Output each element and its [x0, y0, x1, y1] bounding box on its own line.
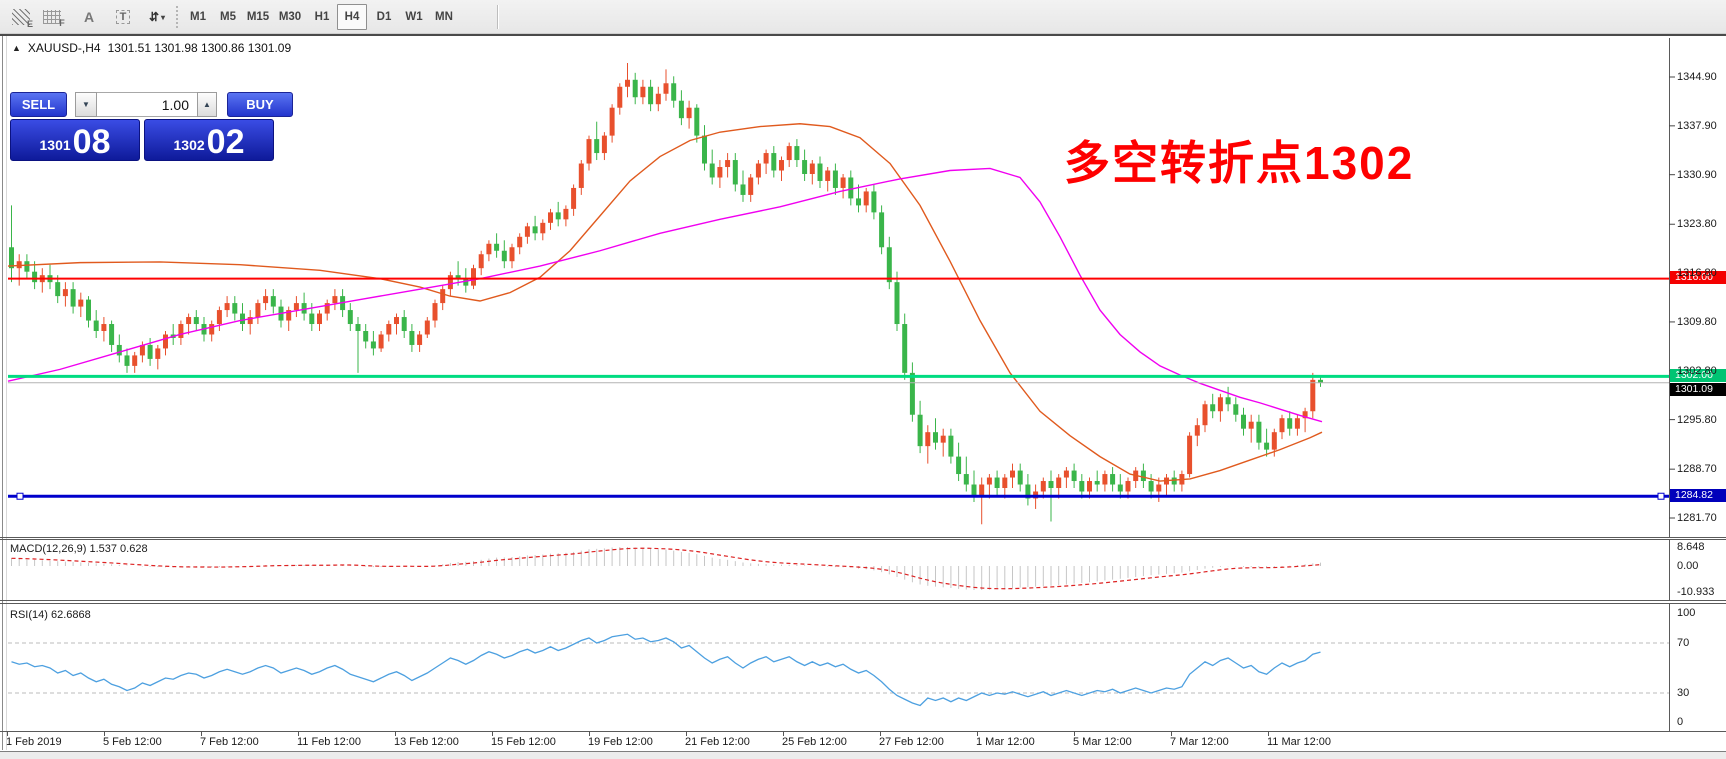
time-axis-tick	[104, 731, 105, 736]
chart-annotation-text: 多空转折点1302	[1064, 137, 1415, 189]
time-axis-label: 27 Feb 12:00	[879, 736, 944, 748]
time-axis-label: 7 Mar 12:00	[1170, 736, 1229, 748]
buy-button[interactable]: BUY	[227, 92, 293, 117]
rsi-axis-label: 100	[1677, 607, 1696, 619]
time-axis-tick	[395, 731, 396, 736]
dropdown-caret-icon: ▾	[161, 12, 166, 22]
sell-button[interactable]: SELL	[10, 92, 67, 117]
time-axis-tick	[298, 731, 299, 736]
toolbar: E F A T ⇵ ▾ M1 M5 M15 M30 H1 H4 D1 W1 MN	[0, 0, 1726, 34]
time-axis-label: 5 Mar 12:00	[1073, 736, 1132, 748]
time-axis-label: 7 Feb 12:00	[200, 736, 259, 748]
support-price-tag[interactable]: 1284.82	[1670, 489, 1726, 502]
price-axis-label: 1309.80	[1677, 315, 1717, 328]
macd-axis-label: 8.648	[1677, 541, 1705, 553]
time-axis-tick	[1074, 731, 1075, 736]
rsi-indicator-label: RSI(14) 62.6868	[10, 609, 91, 621]
rsi-axis-label: 30	[1677, 687, 1690, 699]
timeframe-button-m1[interactable]: M1	[190, 11, 206, 23]
window-frame-line-inner	[6, 36, 7, 750]
time-axis-label: 11 Feb 12:00	[297, 736, 362, 748]
time-axis-tick	[589, 731, 590, 736]
macd-indicator-label: MACD(12,26,9) 1.537 0.628	[10, 543, 148, 555]
timeframe-button-w1[interactable]: W1	[405, 11, 423, 23]
collapse-arrow-icon[interactable]: ▲	[12, 43, 21, 53]
price-axis-label: 1337.90	[1677, 119, 1717, 132]
price-axis-label: 1344.90	[1677, 71, 1717, 83]
price-axis-label: 1323.80	[1677, 218, 1717, 231]
time-axis-tick	[7, 731, 8, 736]
timeframe-button-m30[interactable]: M30	[278, 11, 302, 23]
buy-price-box[interactable]: 1302 02	[144, 119, 274, 161]
price-axis-label: 1281.70	[1677, 512, 1717, 524]
indicators-icon-glyph: E	[12, 9, 33, 29]
time-axis-tick	[201, 731, 202, 736]
time-axis-label: 19 Feb 12:00	[588, 736, 653, 748]
price-axis-label: 1288.70	[1677, 463, 1717, 476]
time-axis-label: 21 Feb 12:00	[685, 736, 750, 748]
timeframe-button-h4[interactable]: H4	[337, 4, 367, 30]
macd-axis-label: 0.00	[1677, 560, 1699, 572]
rsi-axis-label: 0	[1677, 716, 1684, 728]
grid-icon-glyph	[43, 10, 62, 24]
cursor-tool-icon[interactable]: ⇵ ▾	[148, 10, 166, 24]
indicators-icon[interactable]: E	[6, 4, 36, 30]
current-price-tag: 1301.09	[1670, 383, 1726, 396]
toolbar-separator	[497, 5, 498, 29]
time-axis-label: 13 Feb 12:00	[394, 736, 459, 748]
text-label-icon[interactable]: A	[83, 9, 95, 25]
macd-axis-label: -10.933	[1677, 586, 1715, 598]
time-axis-label: 11 Mar 12:00	[1267, 736, 1332, 748]
time-axis-label: 25 Feb 12:00	[782, 736, 847, 748]
sell-price-box[interactable]: 1301 08	[10, 119, 140, 161]
grid-icon[interactable]: F	[40, 4, 70, 30]
timeframe-button-m15[interactable]: M15	[246, 11, 270, 23]
time-axis-label: 5 Feb 12:00	[103, 736, 162, 748]
ohlc-quotes-label: 1301.51 1301.98 1300.86 1301.09	[107, 41, 292, 55]
buy-price-major: 1302	[173, 137, 205, 153]
chart-title: ▲ XAUUSD-,H4 1301.51 1301.98 1300.86 130…	[12, 41, 291, 55]
sell-price-major: 1301	[39, 137, 71, 153]
symbol-period-label: XAUUSD-,H4	[27, 41, 101, 55]
time-axis-tick	[977, 731, 978, 736]
time-axis-tick	[1268, 731, 1269, 736]
volume-input[interactable]	[97, 92, 197, 117]
price-axis-label: 1330.90	[1677, 168, 1717, 181]
timeframe-button-h1[interactable]: H1	[314, 11, 330, 23]
text-box-icon[interactable]: T	[108, 4, 138, 30]
volume-decrease-button[interactable]: ▼	[75, 92, 97, 117]
time-axis-tick	[880, 731, 881, 736]
resistance-price-tag[interactable]: 1316.00	[1670, 271, 1726, 284]
window-frame-line	[2, 36, 3, 750]
volume-increase-button[interactable]: ▲	[197, 92, 217, 117]
timeframe-button-d1[interactable]: D1	[376, 11, 392, 23]
timeframe-button-m5[interactable]: M5	[220, 11, 236, 23]
sell-price-minor: 08	[72, 123, 111, 162]
time-axis-tick	[1171, 731, 1172, 736]
time-axis-label: 1 Feb 2019	[6, 736, 62, 748]
rsi-axis-label: 70	[1677, 637, 1690, 649]
price-axis-label: 1302.80	[1677, 364, 1717, 377]
time-axis-label: 15 Feb 12:00	[491, 736, 556, 748]
time-axis-tick	[686, 731, 687, 736]
time-axis-tick	[492, 731, 493, 736]
pivot-price-tag[interactable]: 1302.00	[1670, 369, 1726, 382]
time-axis-label: 1 Mar 12:00	[976, 736, 1035, 748]
buy-price-minor: 02	[206, 123, 245, 162]
time-axis-tick	[783, 731, 784, 736]
status-strip	[0, 751, 1726, 759]
toolbar-grip[interactable]	[176, 6, 179, 28]
price-axis-label: 1316.80	[1677, 267, 1717, 280]
timeframe-button-mn[interactable]: MN	[435, 11, 453, 23]
price-axis-label: 1295.80	[1677, 413, 1717, 426]
